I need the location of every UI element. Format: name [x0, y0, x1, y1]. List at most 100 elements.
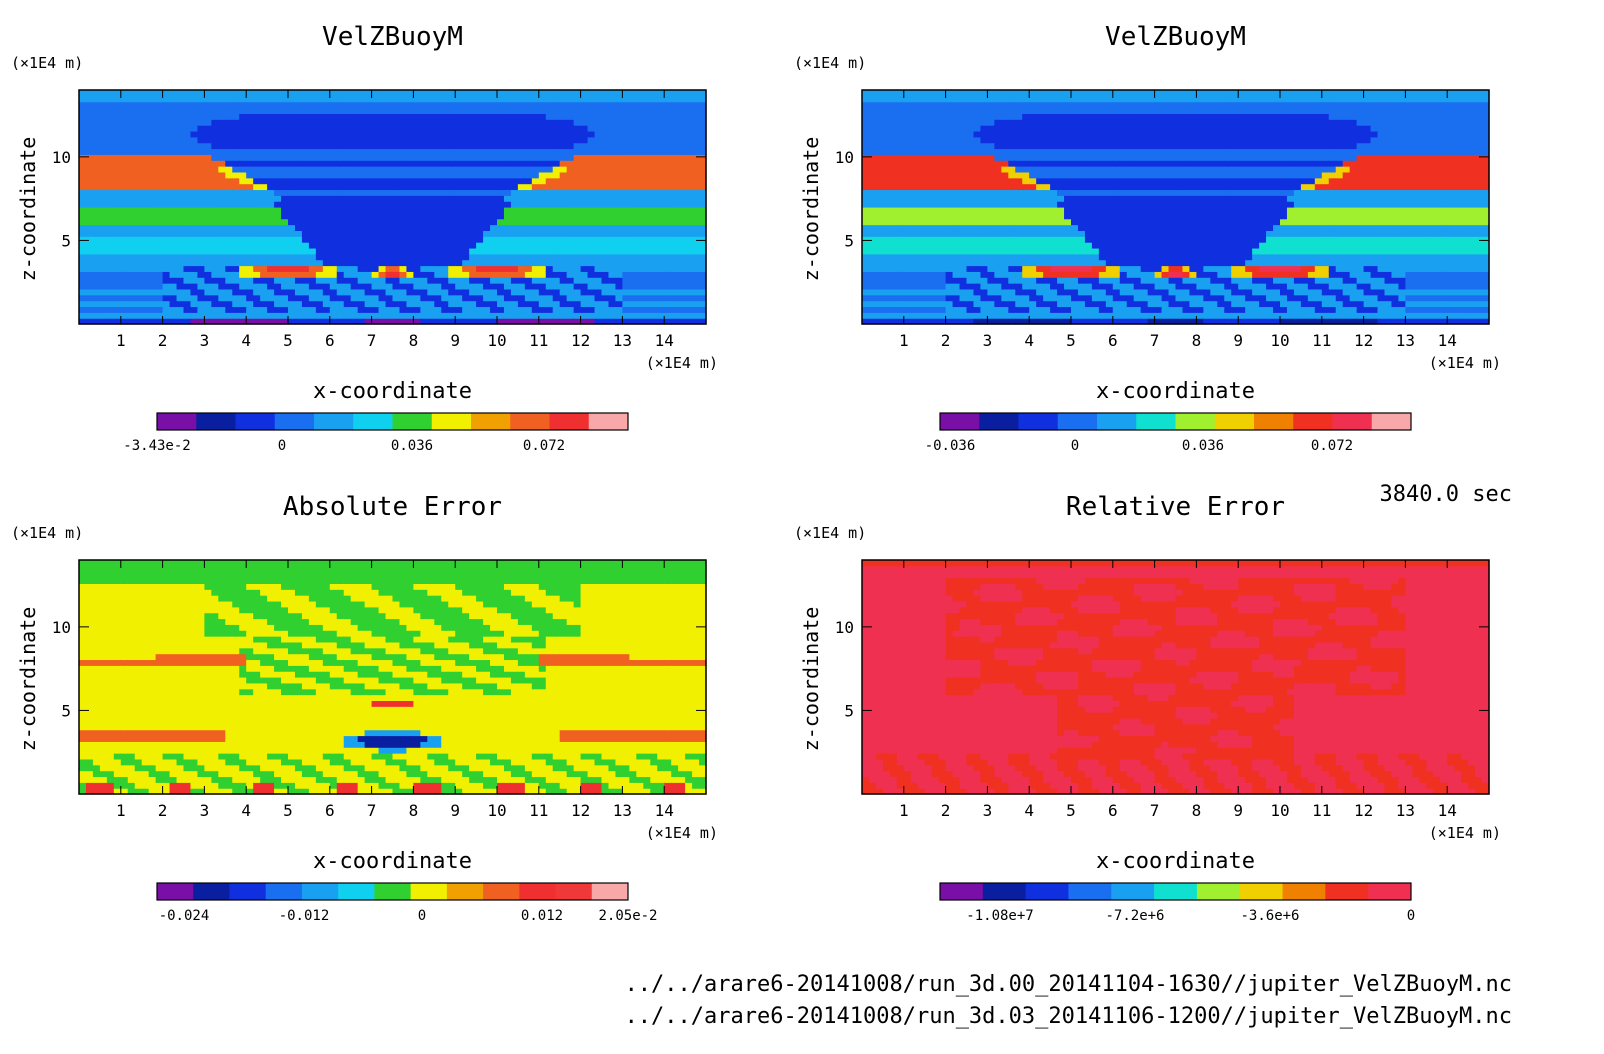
heatmap-cell [476, 318, 484, 325]
heatmap-cell [281, 142, 289, 150]
y-tick-label: 5 [61, 231, 71, 250]
heatmap-cell [1071, 125, 1079, 132]
heatmap-cell [455, 189, 463, 196]
heatmap-cell [350, 130, 359, 138]
heatmap-cell [483, 242, 491, 249]
heatmap-cell [1057, 148, 1065, 155]
heatmap-cell [281, 265, 289, 272]
heatmap-cell [1064, 142, 1072, 150]
heatmap-cell [134, 300, 143, 308]
heatmap-cell [517, 177, 526, 185]
heatmap-cell [629, 183, 637, 191]
heatmap-cell [183, 277, 192, 284]
heatmap-cell [952, 288, 961, 296]
heatmap-cell [931, 148, 940, 155]
heatmap-cell [980, 90, 988, 97]
heatmap-cell [441, 236, 449, 243]
heatmap-cell [427, 212, 435, 220]
heatmap-cell [931, 177, 940, 185]
heatmap-cell [903, 136, 912, 144]
heatmap-cell [413, 230, 421, 237]
heatmap-cell [678, 236, 686, 243]
heatmap-cell [308, 90, 317, 97]
heatmap-cell [903, 177, 912, 185]
heatmap-cell [357, 294, 366, 302]
heatmap-cell [127, 130, 136, 138]
heatmap-cell [294, 95, 303, 103]
heatmap-cell [622, 107, 630, 114]
heatmap-cell [678, 271, 686, 278]
heatmap-cell [980, 207, 988, 214]
heatmap-cell [862, 230, 870, 237]
heatmap-cell [938, 130, 947, 138]
heatmap-cell [580, 189, 589, 196]
heatmap-cell [120, 306, 129, 313]
heatmap-cell [113, 253, 122, 261]
heatmap-cell [148, 148, 157, 155]
heatmap-cell [211, 247, 219, 255]
heatmap-cell [399, 277, 408, 284]
heatmap-cell [862, 259, 870, 267]
heatmap-cell [225, 90, 233, 97]
heatmap-cell [448, 154, 456, 161]
heatmap-cell [274, 95, 282, 103]
heatmap-cell [483, 171, 491, 179]
colorbar-swatch [196, 413, 236, 430]
heatmap-cell [134, 183, 143, 191]
heatmap-cell [1022, 136, 1030, 144]
heatmap-cell [301, 183, 310, 191]
heatmap-cell [1077, 312, 1086, 319]
heatmap-cell [315, 189, 324, 196]
heatmap-cell [657, 224, 665, 231]
heatmap-cell [643, 283, 651, 290]
heatmap-cell [629, 160, 637, 167]
heatmap-cell [959, 189, 968, 196]
heatmap-cell [162, 166, 171, 173]
heatmap-cell [134, 201, 143, 208]
heatmap-cell [441, 101, 449, 109]
heatmap-cell [692, 312, 700, 319]
heatmap-cell [875, 166, 884, 173]
heatmap-cell [503, 236, 512, 243]
heatmap-cell [350, 224, 359, 231]
heatmap-cell [862, 130, 870, 138]
heatmap-cell [371, 265, 380, 272]
heatmap-cell [434, 160, 442, 167]
heatmap-cell [503, 230, 512, 237]
heatmap-cell [469, 201, 477, 208]
heatmap-cell [657, 283, 665, 290]
heatmap-cell [517, 189, 526, 196]
heatmap-cell [357, 142, 366, 150]
heatmap-cell [239, 154, 247, 161]
heatmap-cell [462, 271, 470, 278]
heatmap-cell [636, 306, 644, 313]
heatmap-cell [671, 218, 679, 226]
heatmap-cell [615, 265, 623, 272]
heatmap-cell [1057, 218, 1065, 226]
heatmap-cell [301, 113, 310, 120]
heatmap-cell [197, 259, 205, 267]
heatmap-cell [483, 90, 491, 97]
heatmap-cell [896, 271, 905, 278]
heatmap-cell [364, 119, 373, 126]
heatmap-cell [427, 271, 435, 278]
heatmap-cell [490, 107, 498, 114]
heatmap-cell [127, 136, 136, 144]
heatmap-cell [1050, 259, 1058, 267]
heatmap-cell [1071, 218, 1079, 226]
heatmap-cell [636, 113, 644, 120]
heatmap-cell [862, 142, 870, 150]
heatmap-cell [455, 306, 463, 313]
heatmap-cell [308, 148, 317, 155]
heatmap-cell [903, 306, 912, 313]
heatmap-cell [253, 90, 261, 97]
heatmap-cell [79, 207, 87, 214]
heatmap-cell [503, 306, 512, 313]
heatmap-cell [343, 218, 352, 226]
heatmap-cell [260, 171, 268, 179]
heatmap-cell [952, 90, 961, 97]
heatmap-cell [127, 154, 136, 161]
heatmap-cell [931, 259, 940, 267]
heatmap-cell [545, 218, 554, 226]
heatmap-cell [552, 283, 561, 290]
